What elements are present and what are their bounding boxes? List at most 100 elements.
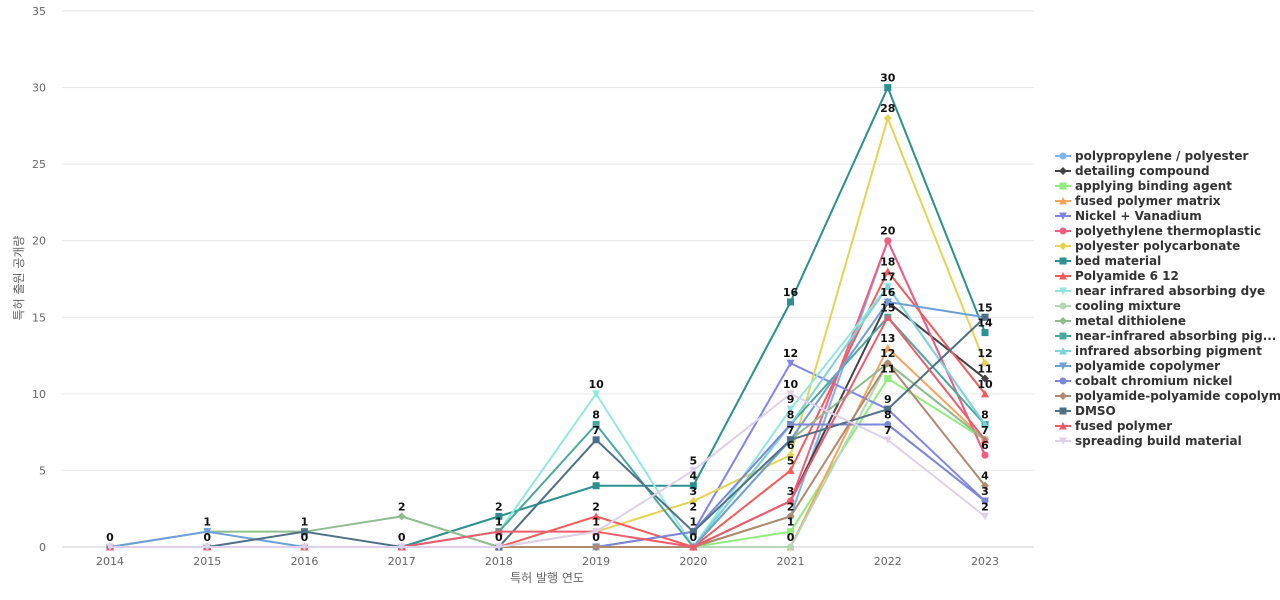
x-tick-label: 2021 (777, 555, 805, 568)
legend-item[interactable]: near infrared absorbing dye (1055, 284, 1265, 298)
data-label: 6 (981, 439, 989, 452)
y-tick-label: 20 (32, 235, 46, 248)
legend-label: polyamide copolymer (1075, 359, 1220, 373)
data-label: 20 (880, 225, 896, 238)
x-tick-label: 2022 (874, 555, 902, 568)
x-tick-label: 2017 (388, 555, 416, 568)
data-point (592, 390, 601, 398)
data-point (787, 420, 795, 428)
x-axis-title: 특허 발행 연도 (510, 570, 584, 585)
data-point (786, 497, 795, 505)
data-point (883, 313, 892, 321)
legend-label: DMSO (1075, 404, 1116, 418)
legend-marker (1059, 437, 1067, 445)
data-point (592, 436, 600, 444)
legend-item[interactable]: detailing compound (1055, 164, 1210, 178)
legend-item[interactable]: polyamide-polyamide copolymer (1055, 389, 1280, 403)
data-label: 0 (301, 531, 309, 544)
data-point (787, 528, 795, 536)
data-point (494, 527, 503, 536)
legend-item[interactable]: metal dithiolene (1055, 314, 1186, 328)
x-tick-label: 2023 (971, 555, 999, 568)
legend-label: spreading build material (1075, 434, 1242, 448)
legend-marker (1059, 302, 1067, 310)
data-point (689, 482, 697, 490)
legend-item[interactable]: polyethylene thermoplastic (1055, 224, 1261, 238)
legend-item[interactable]: DMSO (1055, 404, 1116, 418)
legend-marker (1059, 407, 1067, 415)
legend-marker (1059, 182, 1067, 190)
data-point (786, 405, 795, 414)
data-label: 2 (592, 500, 600, 513)
legend-item[interactable]: Nickel + Vanadium (1055, 209, 1202, 223)
data-label: 0 (690, 531, 698, 544)
y-axis-title: 특허 출원 공개량 (12, 236, 26, 321)
data-point (981, 374, 989, 383)
legend-item[interactable]: applying binding agent (1055, 179, 1232, 193)
data-point (689, 528, 697, 536)
data-label: 10 (588, 378, 604, 391)
legend-item[interactable]: polyester polycarbonate (1055, 239, 1240, 253)
data-point (883, 359, 892, 368)
data-point (787, 436, 795, 444)
data-point (981, 481, 989, 490)
legend-item[interactable]: polyamide copolymer (1055, 359, 1220, 373)
data-label: 7 (787, 424, 795, 437)
legend-item[interactable]: infrared absorbing pigment (1055, 344, 1262, 358)
data-point (592, 528, 601, 536)
y-tick-label: 35 (32, 5, 46, 18)
data-label: 8 (592, 408, 600, 421)
legend-item[interactable]: cobalt chromium nickel (1055, 374, 1232, 388)
data-point (300, 528, 308, 536)
data-point (981, 420, 989, 428)
data-label: 0 (203, 531, 211, 544)
data-label: 7 (592, 424, 600, 437)
legend-item[interactable]: fused polymer (1055, 419, 1172, 433)
data-point (981, 359, 989, 368)
data-point (883, 267, 892, 275)
data-label: 4 (592, 470, 600, 483)
data-label: 10 (977, 378, 993, 391)
data-label: 5 (690, 454, 698, 467)
legend-item[interactable]: Polyamide 6 12 (1055, 269, 1179, 283)
data-point (300, 543, 309, 551)
legend-label: cobalt chromium nickel (1075, 374, 1232, 388)
series-18 (106, 313, 989, 551)
data-label: 0 (106, 531, 114, 544)
data-point (592, 512, 601, 520)
series-layer (106, 84, 989, 551)
legend-label: polyester polycarbonate (1075, 239, 1240, 253)
legend-item[interactable]: spreading build material (1055, 434, 1242, 448)
data-point (494, 543, 503, 551)
legend-item[interactable]: cooling mixture (1055, 299, 1181, 313)
y-tick-label: 10 (32, 388, 46, 401)
legend-label: polyethylene thermoplastic (1075, 224, 1261, 238)
legend-marker (1059, 392, 1067, 400)
data-label: 2 (690, 500, 698, 513)
legend-item[interactable]: near-infrared absorbing pig... (1055, 329, 1276, 343)
data-label: 6 (787, 439, 795, 452)
legend-marker (1059, 362, 1067, 370)
legend-marker (1059, 317, 1067, 325)
data-point (786, 451, 795, 460)
legend-item[interactable]: bed material (1055, 254, 1161, 268)
legend-label: polypropylene / polyester (1075, 149, 1249, 163)
y-tick-label: 5 (39, 464, 46, 477)
legend-item[interactable]: fused polymer matrix (1055, 194, 1221, 208)
legend-item[interactable]: polypropylene / polyester (1055, 149, 1249, 163)
data-label: 1 (203, 516, 211, 529)
data-point (786, 512, 795, 521)
data-label: 12 (880, 347, 895, 360)
data-point (884, 237, 892, 245)
data-label: 9 (787, 393, 795, 406)
x-tick-label: 2019 (582, 555, 610, 568)
data-label: 2 (981, 500, 989, 513)
legend-marker (1059, 212, 1067, 220)
series-line (110, 392, 986, 548)
data-label: 16 (783, 286, 799, 299)
legend-label: fused polymer (1075, 419, 1172, 433)
data-point (689, 497, 698, 506)
data-label: 0 (398, 531, 406, 544)
legend-marker (1059, 197, 1067, 205)
